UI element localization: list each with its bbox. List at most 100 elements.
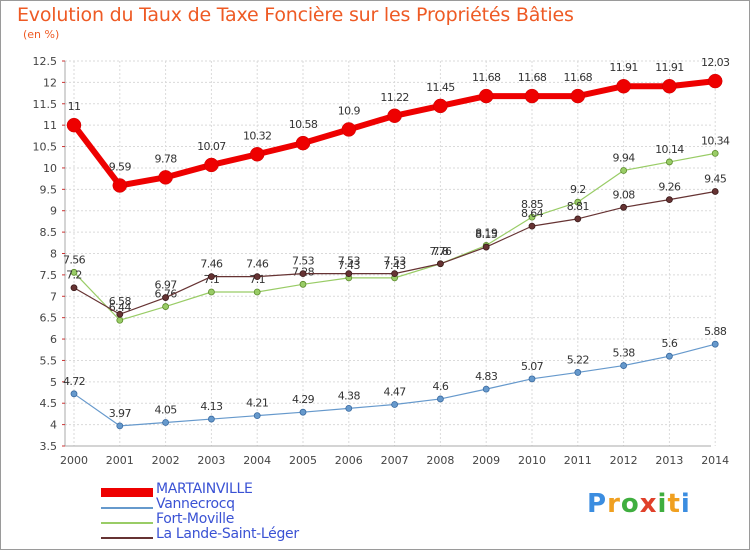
data-label: 7.8 xyxy=(433,245,449,258)
chart-unit: (en %) xyxy=(23,28,60,41)
data-point xyxy=(70,284,78,292)
data-point xyxy=(162,419,170,426)
data-label: 3.97 xyxy=(109,407,132,420)
data-label: 11.91 xyxy=(655,61,684,74)
data-label: 7.53 xyxy=(338,255,361,268)
plot-area xyxy=(65,61,711,446)
data-label: 4.05 xyxy=(155,403,178,416)
data-point xyxy=(391,270,399,278)
x-tick-label: 2007 xyxy=(381,454,409,467)
logo-letter: i xyxy=(657,489,668,519)
data-point xyxy=(391,401,399,408)
data-point xyxy=(616,78,631,94)
data-label: 9.2 xyxy=(570,183,586,196)
data-label: 4.83 xyxy=(475,370,498,383)
data-point xyxy=(433,98,448,114)
data-label: 5.88 xyxy=(704,325,727,338)
data-point xyxy=(478,88,494,104)
logo-letter: t xyxy=(667,489,681,519)
x-tick-label: 2004 xyxy=(243,454,271,467)
legend-swatch-martainville xyxy=(101,488,153,497)
data-point xyxy=(711,149,719,157)
data-point xyxy=(482,243,490,251)
data-label: 11.68 xyxy=(518,71,547,84)
x-tick-label: 2008 xyxy=(426,454,454,467)
data-label: 11.68 xyxy=(564,71,593,84)
data-label: 9.26 xyxy=(658,181,681,194)
data-point xyxy=(112,178,128,193)
data-point xyxy=(662,78,677,94)
data-point xyxy=(70,390,78,398)
data-point xyxy=(666,352,673,360)
y-tick-label: 10.5 xyxy=(33,141,58,154)
y-tick-label: 8 xyxy=(50,248,57,261)
data-label: 10.58 xyxy=(289,118,318,131)
data-label: 7.43 xyxy=(384,259,407,272)
data-point xyxy=(574,198,582,206)
data-point xyxy=(574,215,582,223)
y-tick-label: 4 xyxy=(50,419,57,432)
data-label: 6.76 xyxy=(155,288,178,301)
data-label: 9.45 xyxy=(704,172,727,185)
x-tick-label: 2010 xyxy=(518,454,546,467)
data-label: 5.07 xyxy=(521,360,544,373)
data-label: 8.19 xyxy=(475,226,498,239)
data-point xyxy=(253,288,261,296)
logo-letter: P xyxy=(587,489,608,519)
data-point xyxy=(620,362,627,369)
y-tick-label: 11.5 xyxy=(33,98,58,111)
data-point xyxy=(666,158,673,166)
data-point xyxy=(711,340,719,348)
logo-letter: o xyxy=(620,489,640,519)
data-label: 6.58 xyxy=(109,295,132,308)
logo-letter: r xyxy=(607,489,621,519)
legend-swatch-fort-moville xyxy=(101,522,153,524)
data-point xyxy=(116,422,124,430)
data-point xyxy=(204,157,219,173)
data-label: 7.56 xyxy=(63,253,86,266)
x-tick-label: 2005 xyxy=(289,454,317,467)
x-tick-label: 2012 xyxy=(610,454,638,467)
legend-label-fort-moville: Fort-Moville xyxy=(156,511,235,527)
data-point xyxy=(116,316,124,324)
x-tick-label: 2006 xyxy=(335,454,363,467)
data-label: 5.6 xyxy=(662,337,678,350)
data-label: 8.81 xyxy=(567,200,589,213)
data-label: 9.94 xyxy=(613,152,636,165)
data-label: 11.91 xyxy=(609,61,638,74)
data-point xyxy=(299,280,307,288)
x-tick-label: 2009 xyxy=(472,454,500,467)
data-label: 5.22 xyxy=(567,353,589,366)
data-point xyxy=(158,170,173,185)
data-point xyxy=(253,273,261,281)
legend-swatch-la-lande-saint-leger xyxy=(101,537,153,539)
data-label: 4.6 xyxy=(433,380,449,393)
data-point xyxy=(345,270,353,278)
data-label: 7.76 xyxy=(429,245,452,258)
data-point xyxy=(66,117,82,133)
data-point xyxy=(620,203,627,211)
y-tick-label: 3.5 xyxy=(40,440,58,453)
data-label: 4.13 xyxy=(200,400,223,413)
data-label: 7.43 xyxy=(338,259,361,272)
legend-label-la-lande-saint-leger: La Lande-Saint-Léger xyxy=(156,526,299,542)
x-tick-label: 2011 xyxy=(564,454,592,467)
data-point xyxy=(249,147,265,162)
data-point xyxy=(207,273,215,281)
data-label: 4.47 xyxy=(384,386,407,399)
data-point xyxy=(436,395,444,403)
data-point xyxy=(207,288,215,296)
chart-title: Evolution du Taux de Taxe Foncière sur l… xyxy=(17,4,574,26)
y-tick-label: 12 xyxy=(43,76,57,89)
legend-label-martainville: MARTAINVILLE xyxy=(156,481,253,497)
data-point xyxy=(299,270,307,278)
data-label: 12.03 xyxy=(701,56,730,69)
data-label: 4.38 xyxy=(338,389,361,402)
data-point xyxy=(387,108,402,124)
data-label: 7.46 xyxy=(200,258,223,271)
data-point xyxy=(666,196,673,204)
data-point xyxy=(711,188,719,195)
data-label: 9.08 xyxy=(613,188,636,201)
